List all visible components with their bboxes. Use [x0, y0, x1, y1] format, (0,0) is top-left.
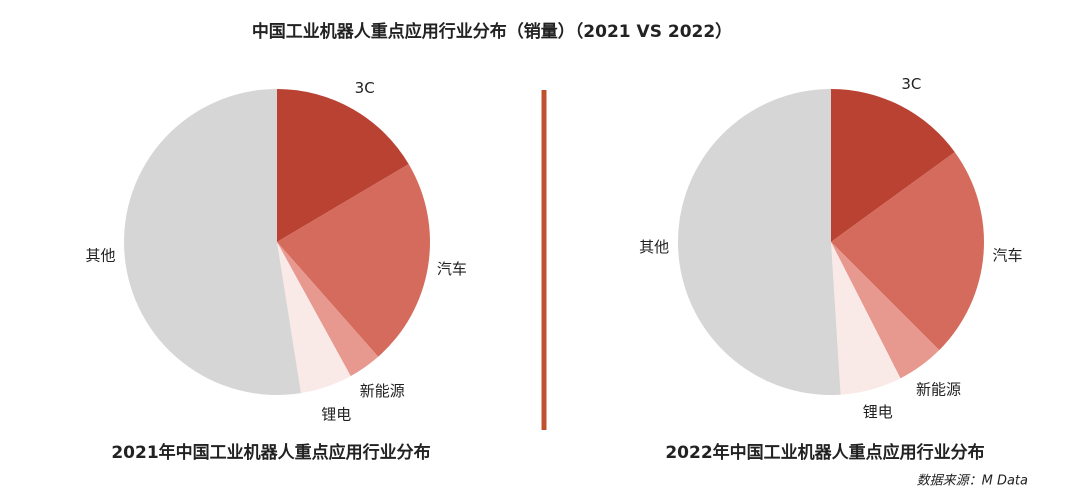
pie-slice: [277, 242, 351, 394]
slice-label: 3C: [355, 79, 375, 97]
pie-slice: [277, 164, 431, 357]
slice-label: 3C: [901, 75, 921, 93]
source: 数据来源：M Data: [917, 474, 1028, 489]
slice-label: 其他: [639, 238, 669, 256]
chart-title: 2021年中国工业机器人重点应用行业分布: [111, 442, 430, 463]
pie-slice: [123, 89, 301, 395]
pie-slice: [831, 152, 984, 351]
slice-label: 新能源: [916, 381, 961, 399]
slice-label: 锂电: [863, 403, 893, 421]
pie-slice: [831, 242, 940, 379]
pie-slice: [678, 89, 841, 395]
slice-label: 汽车: [992, 246, 1022, 264]
slice-label: 其他: [86, 246, 116, 264]
slice-label: 新能源: [360, 382, 405, 400]
slice-label: 汽车: [437, 260, 467, 278]
pie-slice: [277, 89, 409, 242]
pie-slice: [831, 89, 955, 242]
page-title: 中国工业机器人重点应用行业分布（销量）（2021 VS 2022）: [252, 21, 732, 42]
chart-title: 2022年中国工业机器人重点应用行业分布: [665, 442, 984, 463]
pie-slice: [831, 242, 901, 395]
slice-label: 锂电: [321, 406, 351, 424]
pie-slice: [277, 242, 379, 377]
